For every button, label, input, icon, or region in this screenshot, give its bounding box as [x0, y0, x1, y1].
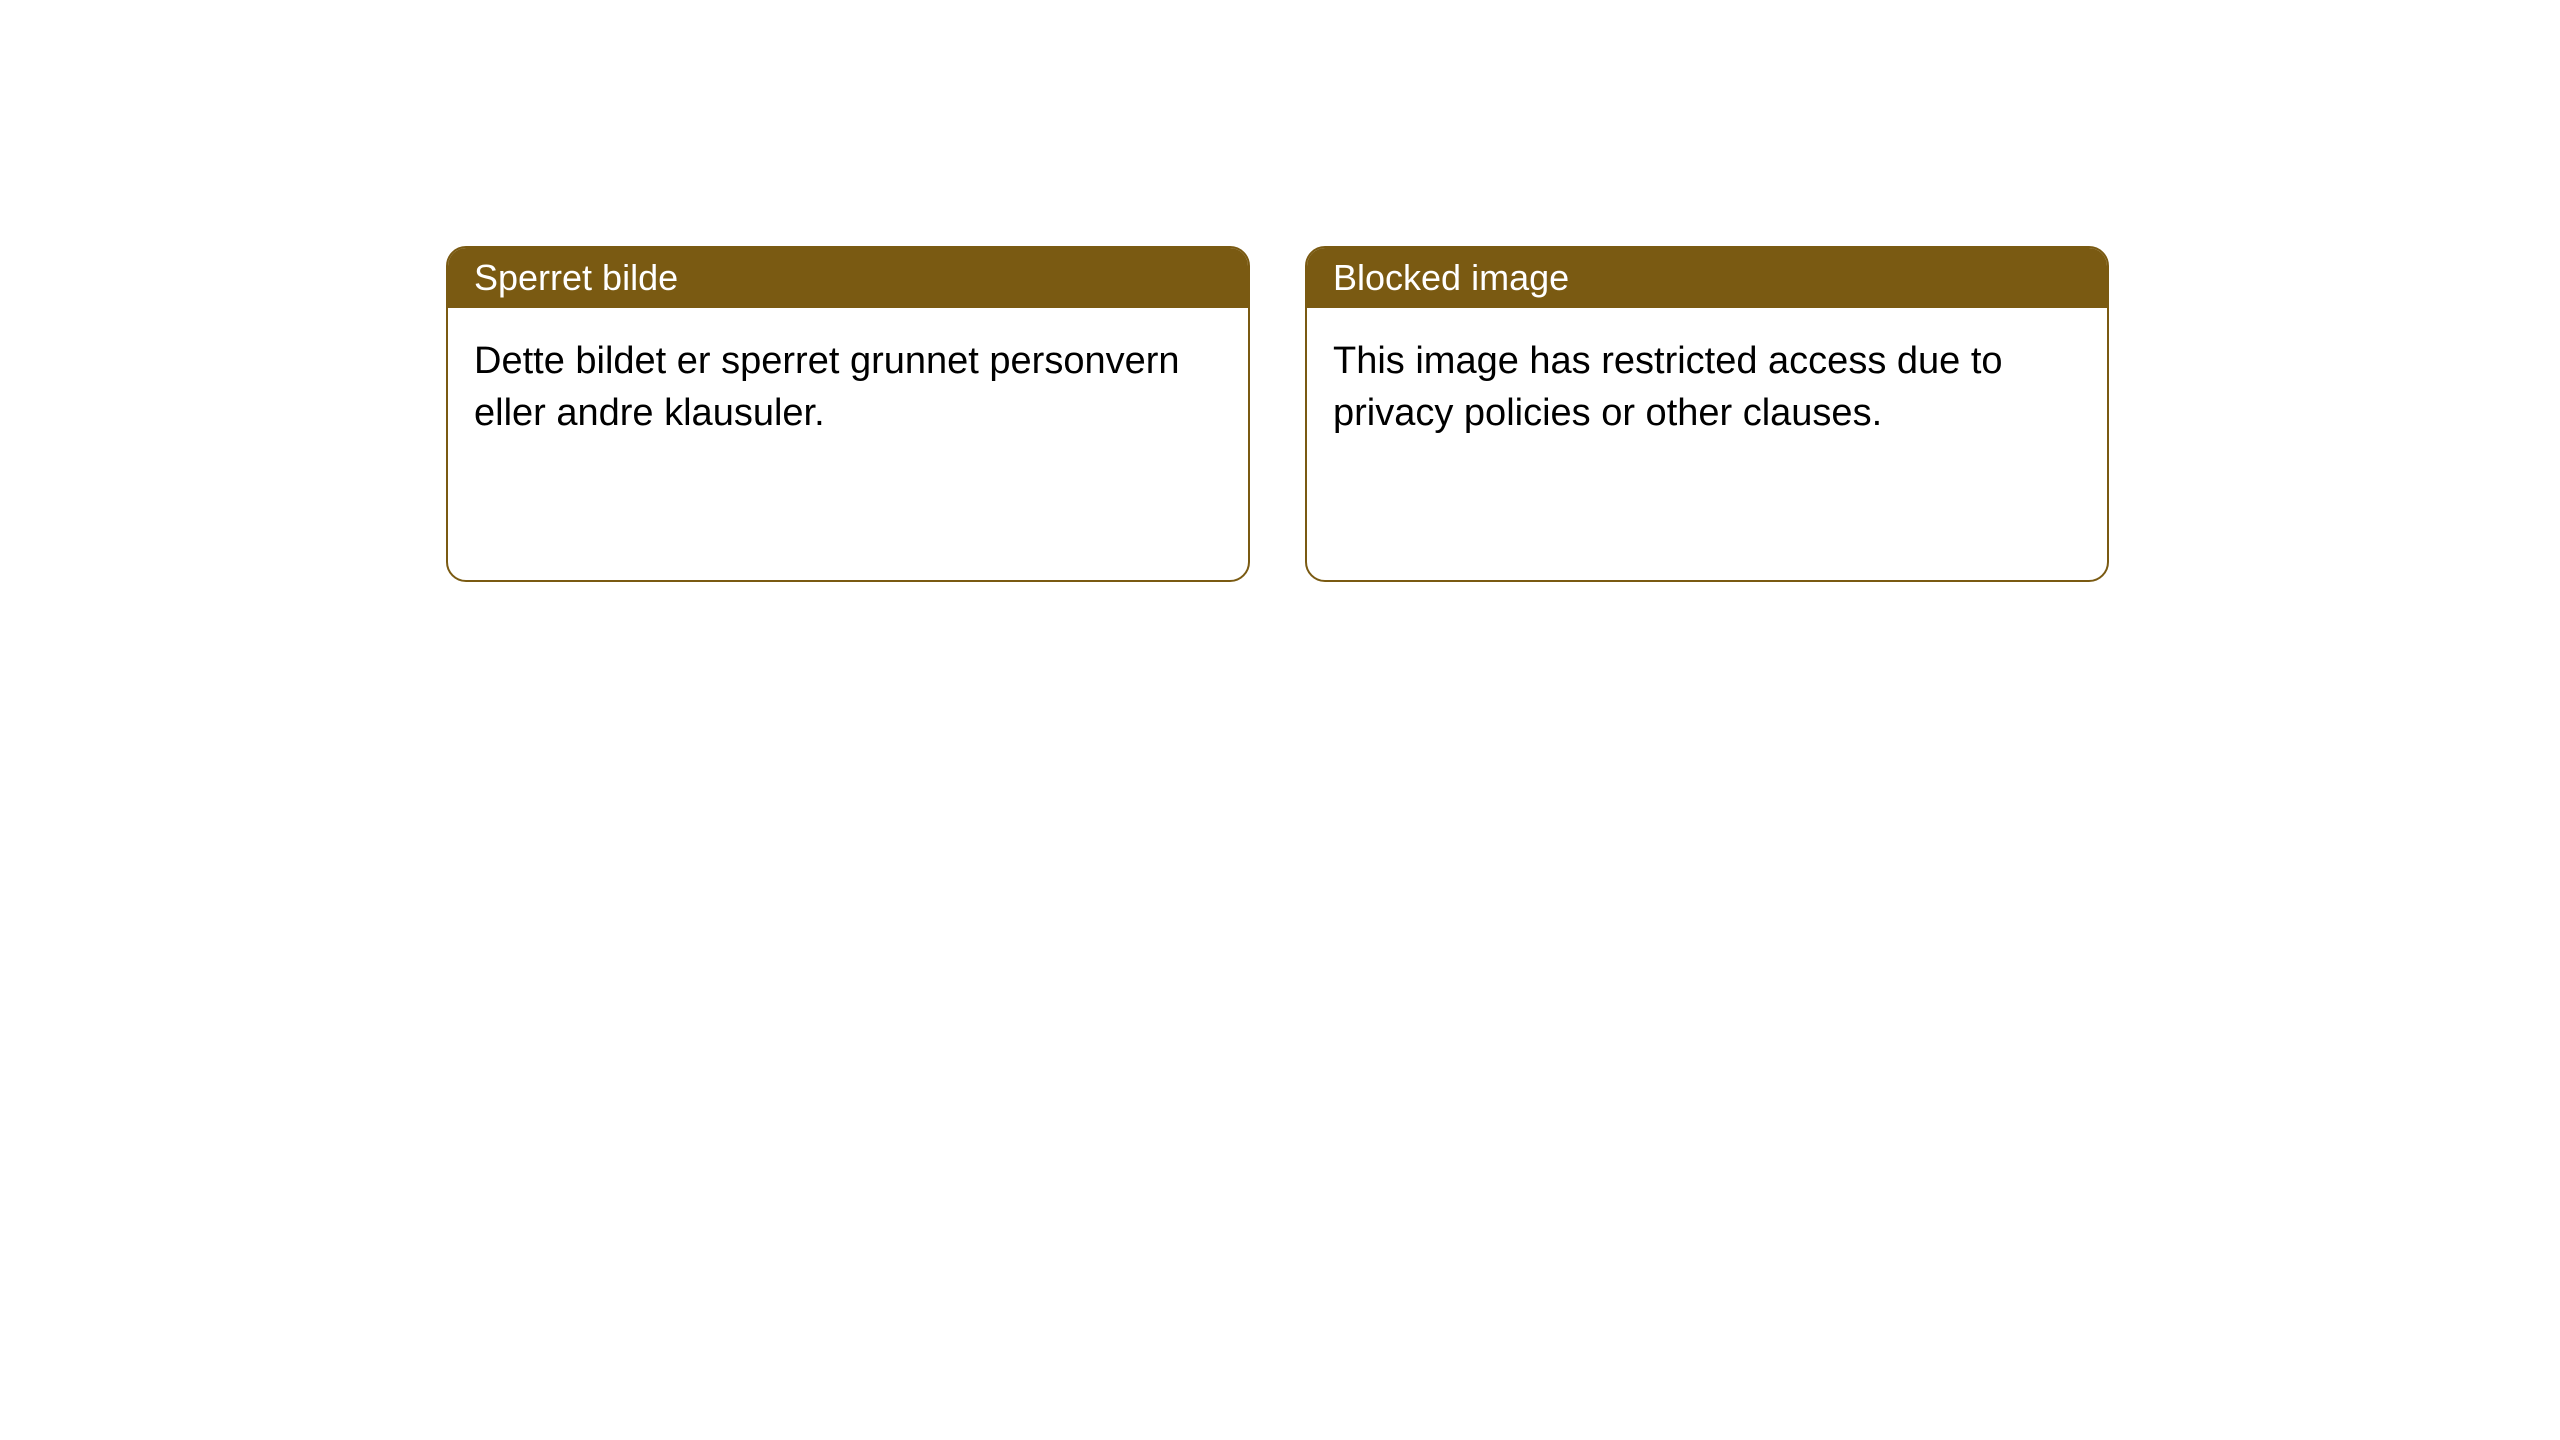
card-body-text-norwegian: Dette bildet er sperret grunnet personve… [474, 340, 1180, 434]
blocked-image-cards-container: Sperret bilde Dette bildet er sperret gr… [446, 246, 2109, 582]
card-title-english: Blocked image [1333, 257, 1569, 299]
card-header-english: Blocked image [1307, 248, 2107, 308]
card-body-norwegian: Dette bildet er sperret grunnet personve… [448, 308, 1248, 467]
card-body-text-english: This image has restricted access due to … [1333, 340, 2003, 434]
blocked-image-card-norwegian: Sperret bilde Dette bildet er sperret gr… [446, 246, 1250, 582]
card-header-norwegian: Sperret bilde [448, 248, 1248, 308]
card-body-english: This image has restricted access due to … [1307, 308, 2107, 467]
card-title-norwegian: Sperret bilde [474, 257, 678, 299]
blocked-image-card-english: Blocked image This image has restricted … [1305, 246, 2109, 582]
